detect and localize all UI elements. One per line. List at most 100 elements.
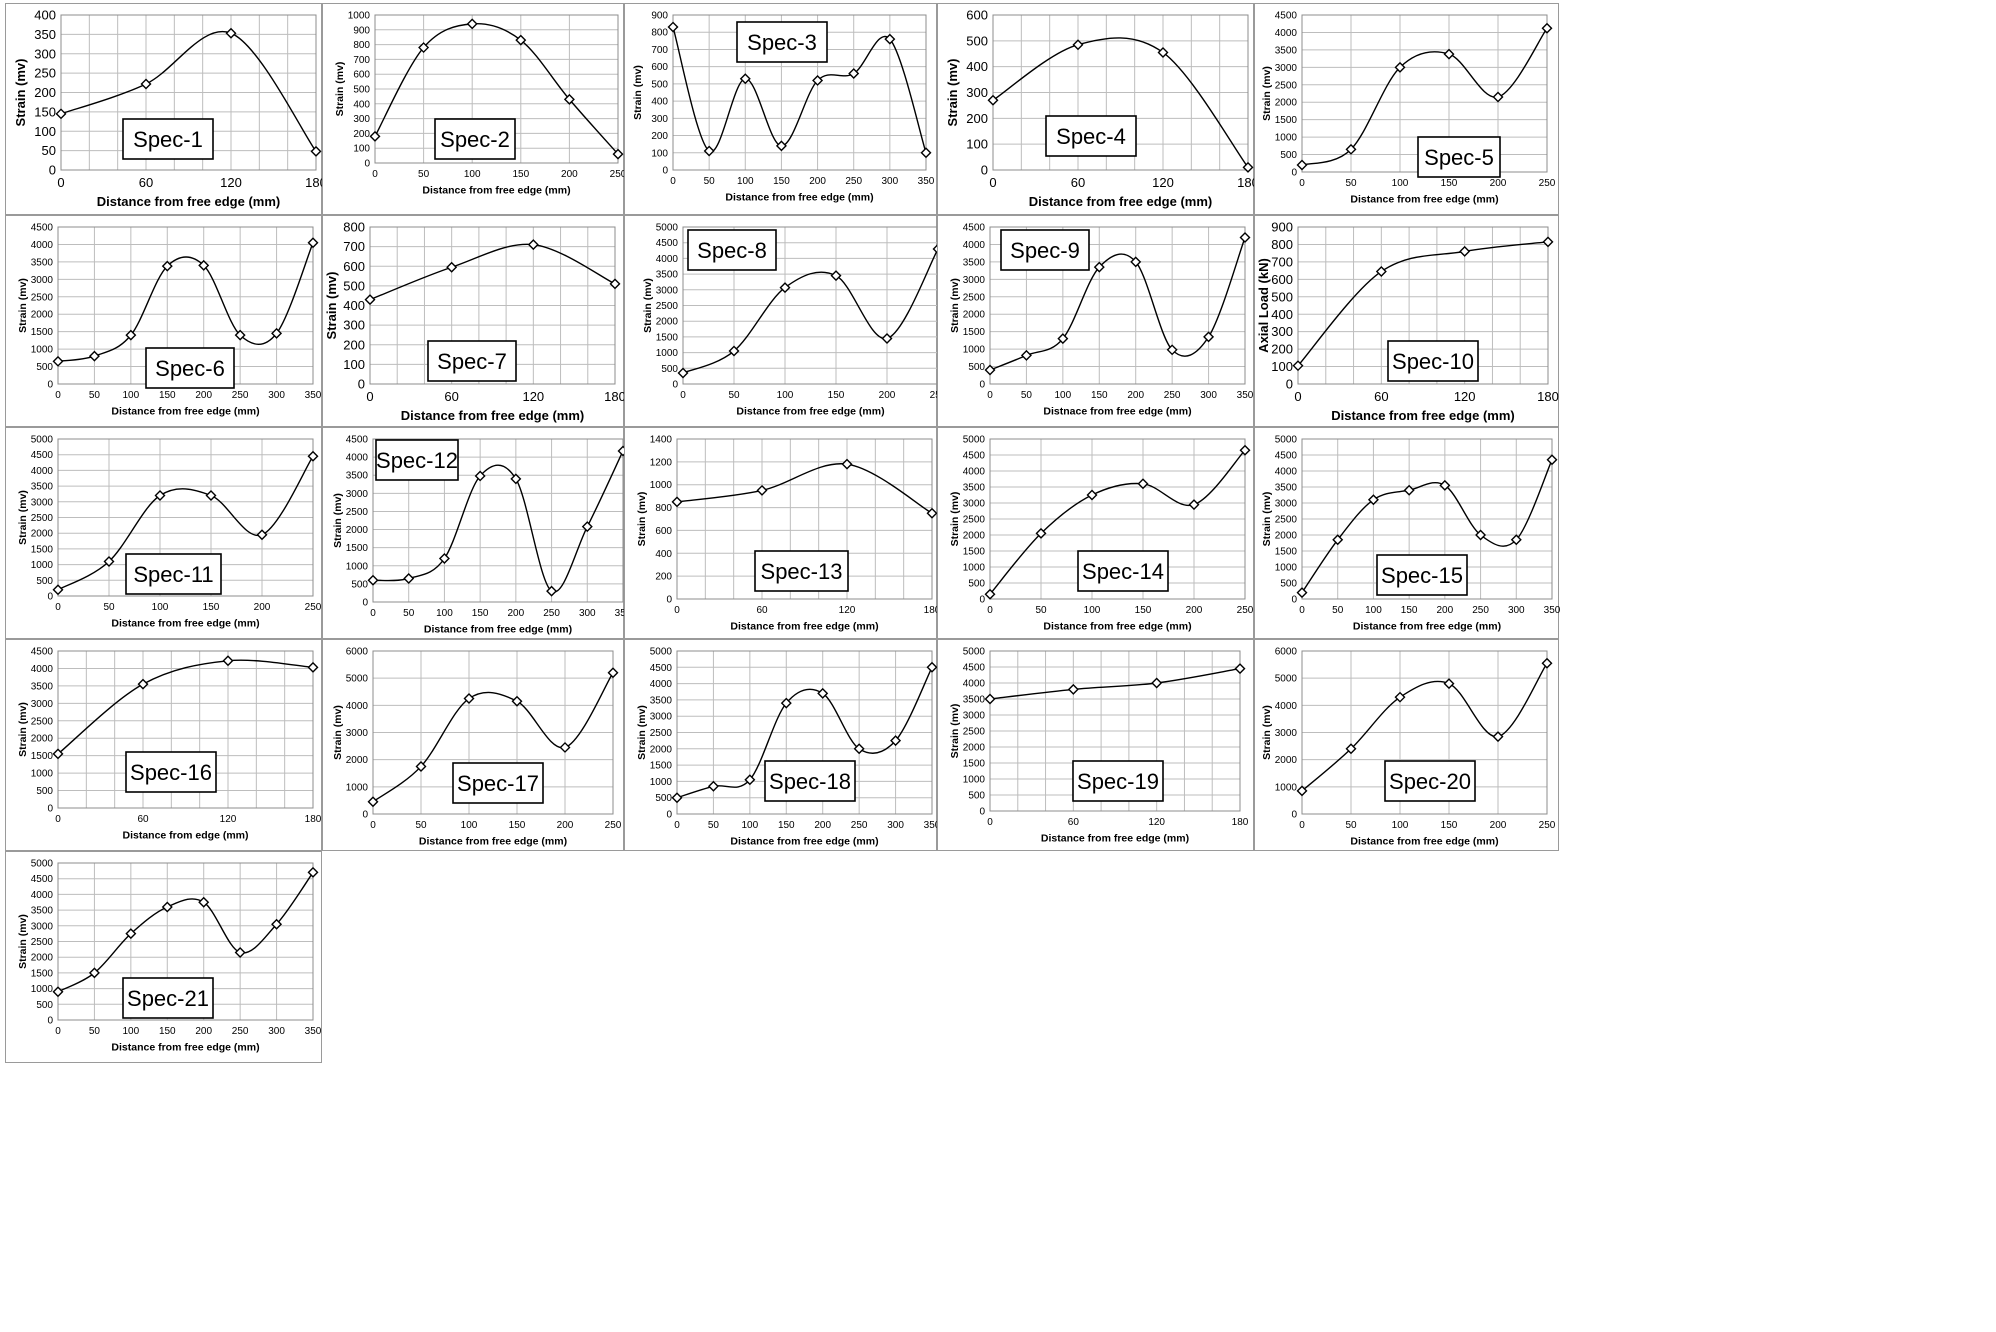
data-point-marker (984, 588, 996, 600)
data-point-marker (739, 73, 751, 85)
y-tick-label: 3000 (656, 285, 679, 296)
data-point-marker (1239, 231, 1251, 243)
chart-title: Spec-6 (155, 356, 225, 381)
y-tick-label: 500 (36, 362, 53, 373)
y-tick-label: 500 (1280, 579, 1297, 590)
x-axis-title: Distance from free edge (mm) (730, 836, 878, 848)
y-tick-label: 100 (34, 124, 56, 139)
spec-label-box (122, 118, 214, 160)
x-tick-label: 250 (605, 820, 622, 831)
y-tick-label: 300 (353, 114, 370, 125)
series-line (57, 659, 314, 755)
data-point-marker (1296, 159, 1308, 171)
chart-title: Spec-14 (1082, 559, 1164, 584)
data-point-marker (140, 78, 152, 90)
y-tick-label: 900 (651, 11, 668, 22)
y-tick-label: 3500 (31, 482, 54, 493)
y-tick-label: 500 (36, 1000, 53, 1011)
series-line (369, 243, 616, 301)
x-axis-title: Distance from free edge (mm) (1331, 408, 1515, 423)
x-tick-label: 200 (1127, 390, 1144, 401)
x-tick-label: 50 (415, 820, 427, 831)
y-tick-label: 1500 (31, 751, 54, 762)
y-tick-label: 100 (1271, 359, 1293, 374)
y-tick-label: 5000 (1275, 674, 1298, 685)
data-point-marker (987, 94, 999, 106)
y-tick-label: 1500 (31, 968, 54, 979)
y-tick-label: 6000 (1275, 647, 1298, 658)
plot-frame (57, 862, 314, 1021)
spec-label-box (1417, 136, 1501, 178)
y-tick-label: 200 (1271, 342, 1293, 357)
x-tick-label: 100 (461, 820, 478, 831)
plot-frame (57, 438, 314, 597)
x-tick-label: 0 (1299, 820, 1305, 831)
y-axis-title: Strain (mv) (13, 59, 28, 127)
y-tick-label: 3500 (31, 681, 54, 692)
y-tick-label: 700 (343, 239, 365, 254)
y-tick-label: 3000 (1275, 728, 1298, 739)
y-tick-label: 5000 (346, 674, 369, 685)
y-tick-label: 200 (655, 572, 672, 583)
x-axis-title: Distnace from free edge (mm) (1043, 406, 1191, 418)
data-point-marker (1541, 22, 1553, 34)
data-point-marker (1086, 489, 1098, 501)
data-point-marker (1541, 657, 1553, 669)
y-tick-label: 4500 (963, 451, 986, 462)
x-tick-label: 200 (809, 176, 826, 187)
y-tick-label: 150 (34, 104, 56, 119)
y-tick-label: 2000 (346, 525, 369, 536)
x-tick-label: 150 (1441, 820, 1458, 831)
x-tick-label: 250 (930, 390, 938, 401)
x-axis-title: Distance from free edge (mm) (736, 406, 884, 418)
y-tick-label: 2000 (963, 531, 986, 542)
x-tick-label: 120 (1152, 175, 1174, 190)
y-tick-label: 0 (47, 592, 53, 603)
x-tick-label: 0 (55, 602, 61, 613)
x-tick-label: 300 (579, 608, 596, 619)
chart-panel: 0 100 200 300 400 500 600 0 60 120 180 Distance fro… (937, 3, 1255, 215)
data-point-marker (728, 345, 740, 357)
x-tick-label: 250 (232, 1026, 249, 1037)
data-point-marker (881, 332, 893, 344)
x-tick-label: 250 (305, 602, 322, 613)
data-point-marker (612, 148, 624, 160)
y-tick-label: 2500 (346, 507, 369, 518)
y-tick-label: 1000 (31, 769, 54, 780)
y-tick-label: 4000 (346, 701, 369, 712)
y-tick-label: 100 (966, 137, 988, 152)
y-tick-label: 4500 (963, 663, 986, 674)
y-axis-title: Strain (mv) (642, 278, 654, 333)
data-point-marker (438, 553, 450, 565)
y-tick-label: 1500 (1275, 547, 1298, 558)
line-chart: 0 200 400 600 800 1000 1200 1400 0 60 120 180 Distan… (636, 435, 938, 633)
x-tick-label: 0 (674, 820, 680, 831)
data-point-marker (830, 270, 842, 282)
y-tick-label: 200 (353, 129, 370, 140)
y-tick-label: 800 (651, 28, 668, 39)
chart-panel: 0 100 200 300 400 500 600 700 800 900 0 50 100 150 200… (624, 3, 937, 215)
data-point-marker (418, 42, 430, 54)
x-axis-title: Distance from free edge (mm) (1029, 194, 1213, 209)
y-axis-title: Strain (mv) (17, 702, 29, 757)
data-point-marker (920, 147, 932, 159)
y-tick-label: 2500 (1275, 80, 1298, 91)
y-tick-label: 800 (353, 40, 370, 51)
y-tick-label: 600 (655, 526, 672, 537)
y-tick-label: 300 (1271, 324, 1293, 339)
line-chart: 0 500 1000 1500 2000 2500 3000 3500 4000 4500 0 50 1… (332, 435, 625, 636)
chart-title: Spec-1 (133, 127, 203, 152)
data-point-marker (1375, 265, 1387, 277)
y-tick-label: 0 (49, 163, 56, 178)
plot-frame (676, 650, 933, 815)
y-tick-label: 6000 (346, 647, 369, 658)
y-tick-label: 500 (1271, 289, 1293, 304)
y-tick-label: 700 (1271, 254, 1293, 269)
y-tick-label: 4500 (1275, 451, 1298, 462)
y-tick-label: 1500 (1275, 115, 1298, 126)
y-axis-title: Strain (mv) (949, 492, 961, 547)
y-tick-label: 900 (353, 25, 370, 36)
chart-title: Spec-11 (133, 562, 213, 587)
chart-title: Spec-3 (747, 30, 817, 55)
y-tick-label: 500 (343, 278, 365, 293)
